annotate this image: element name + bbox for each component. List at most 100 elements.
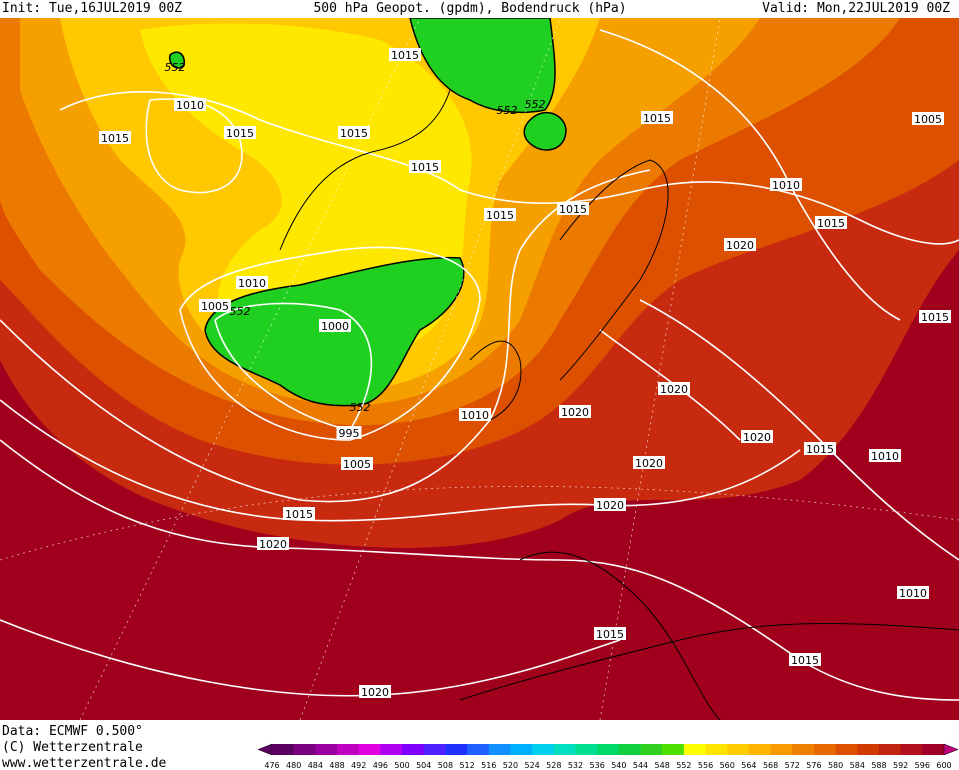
isobar-label: 552 bbox=[165, 61, 186, 74]
isobar-label: 1015 bbox=[411, 161, 439, 174]
colorbar-label: 596 bbox=[915, 761, 930, 770]
isobar-label-bg bbox=[199, 299, 231, 312]
isobar-label-bg bbox=[919, 310, 951, 323]
colorbar-label: 532 bbox=[568, 761, 583, 770]
colorbar-cell bbox=[878, 744, 902, 755]
isobar-label-bg bbox=[594, 498, 626, 511]
colorbar-cell bbox=[683, 744, 707, 755]
isobar-label: 1015 bbox=[559, 203, 587, 216]
colorbar-label: 592 bbox=[893, 761, 908, 770]
isobar-label-bg bbox=[257, 537, 289, 550]
isobar-label-bg bbox=[283, 507, 315, 520]
isobar-label: 1020 bbox=[660, 383, 688, 396]
init-time: Init: Tue,16JUL2019 00Z bbox=[2, 1, 182, 16]
colorbar-cell bbox=[662, 744, 685, 755]
coastlines bbox=[279, 89, 959, 720]
isobar-label-bg bbox=[741, 430, 773, 443]
data-source: Data: ECMWF 0.500° bbox=[2, 724, 143, 739]
colorbar-cell bbox=[857, 744, 880, 755]
colorbar-cell bbox=[358, 744, 381, 755]
isobar-label: 1010 bbox=[772, 179, 800, 192]
colorbar-cell bbox=[337, 744, 360, 755]
colorbar-label: 536 bbox=[590, 761, 605, 770]
colorbar-cell bbox=[597, 744, 620, 755]
colorbar-label: 520 bbox=[503, 761, 518, 770]
colorbar-label: 540 bbox=[611, 761, 626, 770]
isobar-label: 995 bbox=[339, 427, 360, 440]
isobar-label: 1015 bbox=[596, 628, 624, 641]
colorbar-cell bbox=[835, 744, 858, 755]
isobar-label: 1015 bbox=[806, 443, 834, 456]
isobar-label: 1015 bbox=[340, 127, 368, 140]
isobar-label: 1005 bbox=[914, 113, 942, 126]
isobar-label-bg bbox=[804, 442, 836, 455]
colorbar-label: 480 bbox=[286, 761, 301, 770]
colorbar-cell bbox=[467, 744, 490, 755]
isobar-label: 1020 bbox=[561, 406, 589, 419]
colorbar-cell bbox=[553, 744, 576, 755]
colorbar-cell bbox=[532, 744, 555, 755]
isobar-label-bg bbox=[724, 238, 756, 251]
isobar-labels: 552 1010 1015 1015 1015 1015 1015 552 552 1015 100… bbox=[99, 48, 951, 699]
graticule bbox=[0, 18, 959, 720]
colorbar-label: 512 bbox=[459, 761, 474, 770]
colorbar-cell bbox=[445, 744, 468, 755]
colorbar-label: 476 bbox=[264, 761, 279, 770]
isobar-label-bg bbox=[869, 449, 901, 462]
colorbar-label: 496 bbox=[373, 761, 388, 770]
isobar-label: 1015 bbox=[486, 209, 514, 222]
isobar-label: 1010 bbox=[176, 99, 204, 112]
colorbar-arrow-right bbox=[943, 743, 959, 756]
colorbar-cell bbox=[640, 744, 663, 755]
isobar-label-bg bbox=[224, 126, 256, 139]
colorbar-label: 484 bbox=[308, 761, 323, 770]
colorbar-label: 544 bbox=[633, 761, 648, 770]
isobar-label: 1020 bbox=[361, 686, 389, 699]
colorbar-cell bbox=[510, 744, 533, 755]
isobar-label-bg bbox=[359, 685, 391, 698]
colorbar-cell bbox=[315, 744, 338, 755]
colorbar-label: 508 bbox=[438, 761, 453, 770]
isobar-label-bg bbox=[658, 382, 690, 395]
colorbar-label: 504 bbox=[416, 761, 431, 770]
website: www.wetterzentrale.de bbox=[2, 756, 167, 770]
isobars bbox=[0, 29, 959, 701]
colorbar-label: 568 bbox=[763, 761, 778, 770]
isobar-label: 552 bbox=[350, 401, 371, 414]
isobar-label: 1020 bbox=[726, 239, 754, 252]
isobar-label-bg bbox=[174, 98, 206, 111]
isobar-label-bg bbox=[484, 208, 516, 221]
colorbar-cell bbox=[748, 744, 772, 755]
isobar-label-bg bbox=[633, 456, 665, 469]
colorbar-cell bbox=[272, 744, 295, 755]
colorbar-cell bbox=[380, 744, 403, 755]
colorbar-cell bbox=[770, 744, 793, 755]
colorbar-cell bbox=[792, 744, 815, 755]
colorbar-cell bbox=[727, 744, 750, 755]
isobar-label-bg bbox=[557, 202, 589, 215]
isobar-label-bg bbox=[594, 627, 626, 640]
isobar-label-bg bbox=[236, 276, 268, 289]
isobar-label: 1015 bbox=[817, 217, 845, 230]
isobar-label: 1020 bbox=[596, 499, 624, 512]
colorbar-cell bbox=[423, 744, 446, 755]
colorbar-label: 572 bbox=[785, 761, 800, 770]
isobar-label: 1020 bbox=[743, 431, 771, 444]
isobar-label: 1005 bbox=[201, 300, 229, 313]
colorbar-label: 524 bbox=[524, 761, 539, 770]
colorbar-cell bbox=[575, 744, 598, 755]
colorbar-label: 560 bbox=[720, 761, 735, 770]
colorbar-label: 564 bbox=[741, 761, 756, 770]
isobar-label: 552 bbox=[497, 104, 518, 117]
colorbar-cell bbox=[922, 744, 945, 755]
isobar-label: 1020 bbox=[635, 457, 663, 470]
isobar-label: 552 bbox=[525, 98, 546, 111]
isobar-label-bg bbox=[897, 586, 929, 599]
colorbar-label: 500 bbox=[394, 761, 409, 770]
isobar-label-bg bbox=[789, 653, 821, 666]
isobar-label-bg bbox=[336, 426, 362, 439]
colorbar-label: 516 bbox=[481, 761, 496, 770]
colorbar-cell bbox=[705, 744, 728, 755]
colorbar-label: 548 bbox=[655, 761, 670, 770]
